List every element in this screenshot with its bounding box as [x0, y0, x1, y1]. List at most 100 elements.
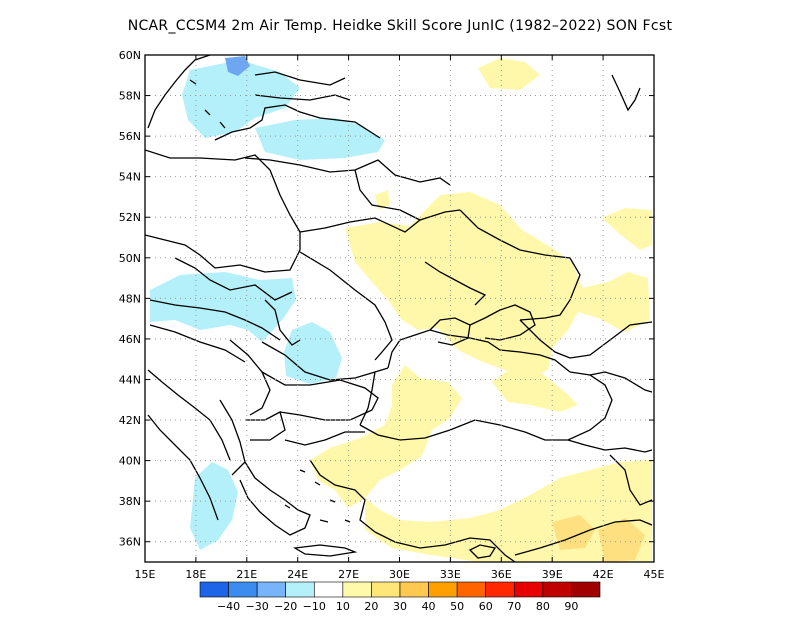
border-poland-belarus	[269, 169, 301, 233]
lat-tick-label: 58N	[119, 90, 141, 103]
colorbar: −40 −30 −20 −10 10 20 30 40 50 60 70 80 90	[199, 581, 601, 613]
lat-tick-label: 56N	[119, 130, 141, 143]
lon-tick-label: 36E	[491, 568, 512, 581]
colorbar-swatch	[485, 581, 515, 598]
lon-tick-label: 21E	[236, 568, 257, 581]
lat-tick-label: 40N	[119, 455, 141, 468]
chart-title: NCAR_CCSM4 2m Air Temp. Heidke Skill Sco…	[127, 18, 673, 34]
colorbar-swatch	[285, 581, 315, 598]
colorbar-swatch	[256, 581, 287, 598]
border-russia-east	[519, 319, 653, 359]
colorbar-label: 80	[536, 600, 550, 613]
border-belarus-ukraine	[299, 217, 421, 233]
border-serbia	[229, 339, 271, 416]
colorbar-label: −10	[303, 600, 326, 613]
coast-greece	[239, 461, 311, 536]
lat-tick-label: 54N	[119, 171, 141, 184]
border-bulgaria	[261, 371, 379, 421]
lat-tick-label: 60N	[119, 49, 141, 62]
colorbar-swatch	[228, 581, 258, 598]
colorbar-label: 90	[564, 600, 578, 613]
coast-italy-east	[147, 414, 219, 521]
colorbar-label: −30	[246, 600, 269, 613]
coast-poland-north	[145, 149, 271, 171]
colorbar-swatch	[342, 581, 372, 598]
lat-tick-label: 42N	[119, 414, 141, 427]
border-germany-poland	[145, 232, 301, 273]
border-hungary-romania	[264, 299, 301, 346]
colorbar-swatch	[313, 581, 344, 598]
colorbar-label: −40	[217, 600, 240, 613]
shade-negative-romania	[284, 322, 342, 384]
coast-finland	[254, 71, 346, 86]
border-georgia-armenia	[609, 454, 653, 506]
colorbar-label: 40	[422, 600, 436, 613]
lon-tick-label: 42E	[593, 568, 614, 581]
border-turkey-syria	[514, 519, 653, 556]
border-caucasus-north	[589, 371, 653, 393]
border-caucasus	[567, 439, 653, 453]
colorbar-swatch	[456, 581, 487, 598]
lat-tick-label: 52N	[119, 211, 141, 224]
colorbar-label: 60	[479, 600, 493, 613]
shade-negative-north-dark	[225, 56, 250, 76]
lon-tick-label: 39E	[542, 568, 563, 581]
colorbar-swatch	[513, 581, 544, 598]
colorbar-swatch	[542, 581, 572, 598]
island-crete	[293, 544, 358, 557]
shade-negative-north-baltic	[182, 60, 300, 138]
border-baltic-belarus	[244, 157, 451, 186]
border-czech-slovakia	[174, 257, 293, 301]
lon-tick-label: 15E	[135, 568, 156, 581]
lon-tick-label: 27E	[338, 568, 359, 581]
coast-turkey-south	[374, 531, 516, 562]
colorbar-label: 50	[450, 600, 464, 613]
border-ukraine-moldova	[299, 251, 393, 361]
shade-positive-black-sea-east	[492, 368, 578, 412]
lat-tick-label: 46N	[119, 333, 141, 346]
lat-tick-label: 48N	[119, 292, 141, 305]
border-turkey-aegean	[309, 459, 376, 533]
coast-gulf-finland	[254, 94, 351, 101]
lat-tick-label: 36N	[119, 536, 141, 549]
coast-sweden	[147, 55, 211, 129]
colorbar-swatch	[571, 581, 601, 598]
river-dnieper	[424, 261, 487, 306]
border-albania	[219, 399, 246, 476]
shade-positive-ukraine	[345, 192, 650, 378]
colorbar-label: −20	[274, 600, 297, 613]
colorbar-swatch	[371, 581, 401, 598]
islands-aegean	[284, 469, 351, 523]
coastlines-borders	[145, 55, 653, 562]
colorbar-label: 30	[393, 600, 407, 613]
lon-tick-label: 45E	[644, 568, 665, 581]
shade-positive-north-east	[478, 58, 540, 90]
lon-tick-label: 24E	[287, 568, 308, 581]
colorbar-label: 20	[364, 600, 378, 613]
lon-tick-label: 33E	[440, 568, 461, 581]
lon-tick-label: 18E	[185, 568, 206, 581]
lat-tick-label: 44N	[119, 373, 141, 386]
coast-adriatic	[147, 369, 231, 461]
coast-baltic-states	[214, 104, 381, 141]
border-austria-hungary	[149, 299, 281, 341]
coast-caspian-north	[611, 74, 641, 112]
shade-positive-turkey-east-dark-2	[598, 518, 645, 562]
coast-azov	[469, 304, 536, 341]
border-slovenia-croatia	[149, 324, 246, 363]
skill-shading	[150, 56, 652, 562]
coast-black-sea-west	[359, 371, 376, 426]
axis-ticks: 15E 18E 21E 24E 27E 30E 33E 36E 39E 42E 45E 60N 58N 5…	[119, 49, 665, 581]
colorbar-swatch	[199, 581, 229, 598]
shade-negative-baltic-states	[255, 118, 385, 160]
border-north-macedonia	[245, 411, 286, 441]
shade-negative-central-europe	[150, 272, 296, 342]
border-greece-turkey	[284, 431, 365, 446]
colorbar-swatch	[428, 581, 458, 598]
lat-tick-label: 38N	[119, 495, 141, 508]
island-cyprus	[468, 544, 497, 559]
lat-tick-label: 50N	[119, 252, 141, 265]
shade-positive-small-52n	[375, 190, 390, 210]
lon-tick-label: 30E	[389, 568, 410, 581]
